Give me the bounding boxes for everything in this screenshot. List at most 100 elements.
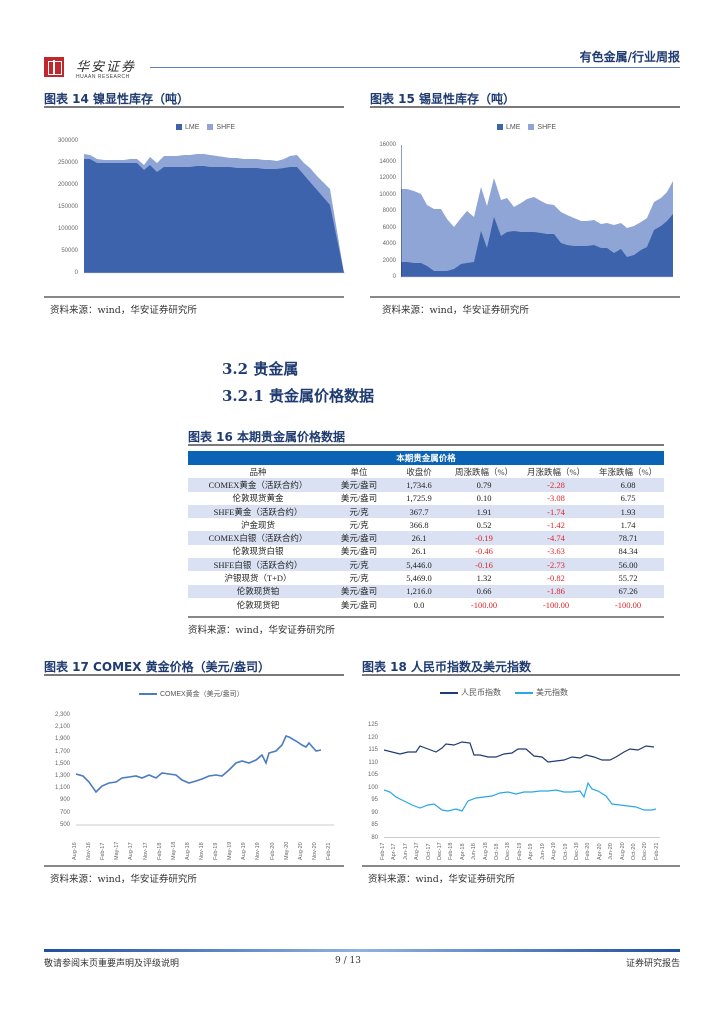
- table-row: SHFE白银（活跃合约） 元/克 5,446.0 -0.16 -2.73 56.00: [188, 558, 664, 572]
- table-banner: 本期贵金属价格: [188, 451, 664, 465]
- cell-unit: 美元/盎司: [340, 546, 378, 557]
- figure18-chart: 人民币指数 美元指数 125 120 115 110 105 100 95 90…: [362, 682, 680, 862]
- page-number: 9 / 13: [335, 956, 361, 966]
- cell-weekly: 0.52: [476, 519, 492, 530]
- cell-weekly: 0.79: [448, 478, 520, 492]
- cell-yearly: 1.93: [592, 504, 664, 519]
- cell-weekly: 1.32: [476, 573, 492, 584]
- table-row: 沪金现货 元/克 366.8 0.52 -1.42 1.74: [188, 518, 664, 531]
- figure18-title-rule: [362, 674, 680, 676]
- cell-name: 伦敦现货铂: [188, 584, 328, 598]
- legend-rmb-index: 人民币指数: [440, 687, 501, 698]
- figure16-bottom-rule: [188, 616, 664, 618]
- table-header-row: 品种 单位 收盘价 周涨跌幅（%） 月涨跌幅（%） 年涨跌幅（%）: [188, 465, 664, 478]
- legend-comex-gold: COMEX黄金（美元/盎司）: [139, 689, 244, 699]
- cell-weekly: -0.16: [448, 558, 520, 572]
- logo-english-text: HUAAN RESEARCH: [76, 74, 130, 80]
- cell-close: 1,734.6: [390, 478, 448, 492]
- figure16-title-rule: [188, 444, 664, 446]
- figure17-plot: [76, 735, 334, 826]
- cell-name: COMEX白银（活跃合约）: [188, 531, 328, 545]
- legend-lme: LME: [176, 124, 199, 131]
- figure16-title: 图表 16 本期贵金属价格数据: [188, 430, 346, 444]
- cell-close: 366.8: [409, 519, 429, 530]
- cell-monthly: -4.74: [520, 531, 592, 545]
- precious-metals-price-table: 本期贵金属价格 品种 单位 收盘价 周涨跌幅（%） 月涨跌幅（%） 年涨跌幅（%…: [188, 451, 664, 611]
- cell-weekly: 0.10: [476, 493, 492, 504]
- figure18-bottom-rule: [362, 865, 680, 867]
- figure14-chart: LME SHFE 300000 250000 200000 150000 100…: [44, 115, 354, 290]
- cell-yearly: 56.00: [592, 558, 664, 572]
- cell-close: 0.0: [413, 599, 425, 610]
- col-header-monthly-change: 月涨跌幅（%）: [526, 466, 586, 477]
- col-header-name: 品种: [249, 466, 267, 477]
- figure14-source: 资料来源：wind，华安证券研究所: [50, 305, 197, 316]
- cell-unit: 美元/盎司: [340, 599, 378, 610]
- figure16-source: 资料来源：wind，华安证券研究所: [188, 625, 335, 636]
- table-row: 伦敦现货黄金 美元/盎司 1,725.9 0.10 -3.08 6.75: [188, 492, 664, 505]
- cell-monthly: -3.08: [547, 493, 565, 504]
- cell-close: 5,446.0: [390, 558, 448, 572]
- cell-monthly: -1.86: [520, 584, 592, 598]
- figure17-chart: COMEX黄金（美元/盎司） 2,300 2,100 1,900 1,700 1…: [44, 682, 349, 862]
- cell-close: 1,216.0: [390, 584, 448, 598]
- cell-unit: 元/克: [349, 573, 369, 584]
- figure14-bottom-rule: [44, 296, 344, 298]
- figure15-legend: LME SHFE: [497, 124, 556, 131]
- cell-weekly: -100.00: [470, 599, 498, 610]
- table-row: 沪银现货（T+D） 元/克 5,469.0 1.32 -0.82 55.72: [188, 571, 664, 584]
- cell-weekly: -0.46: [475, 546, 493, 557]
- figure14-title: 图表 14 镍显性库存（吨）: [44, 92, 190, 106]
- col-header-weekly-change: 周涨跌幅（%）: [454, 466, 514, 477]
- cell-name: 伦敦现货钯: [236, 599, 280, 610]
- figure18-legend: 人民币指数 美元指数: [440, 687, 568, 698]
- cell-unit: 美元/盎司: [328, 584, 390, 598]
- figure14-plot: [84, 154, 346, 274]
- subsection-heading-precious-metal-prices: 3.2.1 贵金属价格数据: [222, 387, 374, 405]
- table-row: COMEX黄金（活跃合约） 美元/盎司 1,734.6 0.79 -2.28 6.08: [188, 478, 664, 492]
- cell-monthly: -2.28: [520, 478, 592, 492]
- table-row: 伦敦现货白银 美元/盎司 26.1 -0.46 -3.63 84.34: [188, 545, 664, 558]
- figure17-title-rule: [44, 674, 344, 676]
- table-row: 伦敦现货铂 美元/盎司 1,216.0 0.66 -1.86 67.26: [188, 584, 664, 598]
- cell-monthly: -2.73: [520, 558, 592, 572]
- cell-name: 沪银现货（T+D）: [224, 573, 292, 584]
- footer-divider: [44, 949, 680, 952]
- figure15-plot: [401, 145, 673, 278]
- col-header-close: 收盘价: [406, 466, 432, 477]
- cell-yearly: 55.72: [618, 573, 638, 584]
- legend-shfe: SHFE: [207, 124, 235, 131]
- cell-yearly: 78.71: [592, 531, 664, 545]
- legend-usd-index: 美元指数: [515, 687, 568, 698]
- legend-lme: LME: [497, 124, 520, 131]
- figure15-bottom-rule: [370, 296, 680, 298]
- legend-shfe: SHFE: [528, 124, 556, 131]
- cell-unit: 元/克: [328, 558, 390, 572]
- figure18-plot: [384, 741, 660, 838]
- cell-weekly: 1.91: [448, 504, 520, 519]
- cell-yearly: 84.34: [618, 546, 638, 557]
- section-heading-precious-metals: 3.2 贵金属: [222, 360, 299, 378]
- figure15-title: 图表 15 锡显性库存（吨）: [370, 92, 516, 106]
- figure17-source: 资料来源：wind，华安证券研究所: [50, 874, 197, 885]
- figure17-title: 图表 17 COMEX 黄金价格（美元/盎司）: [44, 660, 271, 674]
- cell-monthly: -0.82: [547, 573, 565, 584]
- cell-yearly: 67.26: [592, 584, 664, 598]
- figure14-legend: LME SHFE: [176, 124, 235, 131]
- cell-unit: 元/克: [349, 519, 369, 530]
- cell-weekly: -0.19: [448, 531, 520, 545]
- figure18-xaxis: Feb-17 Apr-17 Jun-17 Aug-17 Oct-17 Dec-17 Feb-…: [380, 842, 660, 860]
- figure17-legend: COMEX黄金（美元/盎司）: [139, 689, 244, 699]
- cell-name: SHFE白银（活跃合约）: [188, 558, 328, 572]
- figure17-bottom-rule: [44, 865, 344, 867]
- cell-weekly: 0.66: [448, 584, 520, 598]
- figure14-title-rule: [44, 106, 344, 108]
- figure16-table-wrap: 本期贵金属价格 品种 单位 收盘价 周涨跌幅（%） 月涨跌幅（%） 年涨跌幅（%…: [188, 451, 664, 611]
- cell-monthly: -1.42: [547, 519, 565, 530]
- cell-unit: 元/克: [328, 504, 390, 519]
- figure15-source: 资料来源：wind，华安证券研究所: [382, 305, 529, 316]
- cell-yearly: 6.75: [620, 493, 636, 504]
- figure18-source: 资料来源：wind，华安证券研究所: [368, 874, 515, 885]
- table-row: SHFE黄金（活跃合约） 元/克 367.7 1.91 -1.74 1.93: [188, 504, 664, 519]
- cell-yearly: -100.00: [614, 599, 642, 610]
